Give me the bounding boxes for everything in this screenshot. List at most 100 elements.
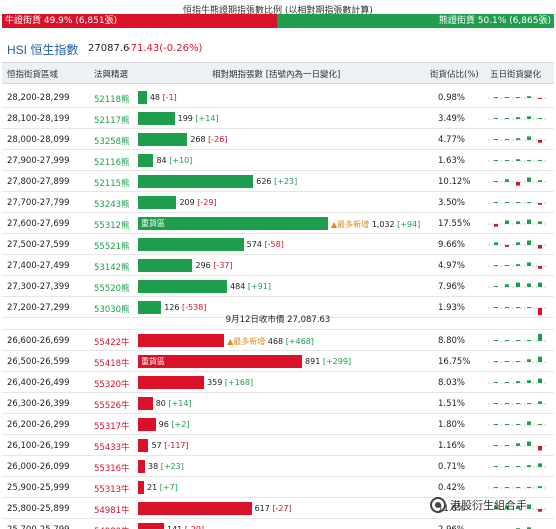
row-warrant-code[interactable]: 55422牛 [94,338,130,348]
sparkline-bar [516,403,520,404]
row-range: 28,000-28,099 [7,135,70,145]
contracts-bar [138,418,156,431]
row-warrant-code[interactable]: 53243熊 [94,200,130,210]
sparkline-bar [505,382,509,383]
sparkline-bar [538,282,542,287]
row-warrant-code[interactable]: 55521熊 [94,242,130,252]
five-day-sparkline [488,116,548,120]
sparkline-bar [505,284,509,287]
contracts-bar [138,502,252,515]
row-warrant-code[interactable]: 52115熊 [94,179,130,189]
row-warrant-code[interactable]: 55526牛 [94,401,130,411]
sparkline-bar [516,487,520,488]
sparkline-bar [538,486,542,488]
contracts-change: [+14] [168,399,192,408]
contracts-change: [-26] [208,135,228,144]
row-warrant-code[interactable]: 55312熊 [94,221,130,231]
sparkline-bar [516,242,520,245]
row-warrant-code[interactable]: 52116熊 [94,158,130,168]
row-warrant-code[interactable]: 54981牛 [94,506,130,516]
sparkline-bar [527,96,531,98]
contracts-count: 21 [147,483,158,492]
contracts-bar [138,523,164,529]
sparkline-bar [538,245,542,249]
contracts-count: 84 [156,156,167,165]
sparkline-bar [494,445,498,446]
sparkline-bar [494,139,498,140]
row-warrant-code[interactable]: 52118熊 [94,95,130,105]
contracts-bar [138,238,244,251]
row-share-pct: 1.93% [438,303,466,313]
row-warrant-code[interactable]: 55320牛 [94,380,130,390]
sparkline-bar [527,177,531,182]
row-warrant-code[interactable]: 53258熊 [94,137,130,147]
sparkline-bar [505,139,509,140]
row-warrant-code[interactable]: 54980牛 [94,525,130,529]
sparkline-bar [505,118,509,119]
sparkline-bar [494,361,498,362]
row-share-pct: 3.50% [438,198,466,208]
row-warrant-code[interactable]: 55433牛 [94,443,130,453]
bull-bear-ratio-bar: 牛證街貨 49.9% (6,851張) 熊證街貨 50.1% (6,865張) [2,14,554,28]
row-share-pct: 1.16% [438,441,466,451]
row-warrant-code[interactable]: 53142熊 [94,263,130,273]
row-range: 26,500-26,599 [7,357,70,367]
contracts-bar [138,280,228,293]
contracts-bar [138,133,188,146]
contracts-bar [138,376,205,389]
table-row: 27,900-27,999 52116熊 84 [+10] 1.63% [2,151,554,171]
sparkline-bar [505,361,509,362]
sparkline-bar [516,340,520,341]
row-warrant-code[interactable]: 53030熊 [94,305,130,315]
contracts-count: 48 [149,93,161,102]
contracts-count: 141 [167,525,182,529]
table-row: 27,800-27,899 52115熊 626 [+23] 10.12% [2,172,554,192]
row-warrant-code[interactable]: 55316牛 [94,464,130,474]
sparkline-bar [516,97,520,98]
five-day-sparkline [488,421,548,426]
row-warrant-code[interactable]: 52117熊 [94,116,130,126]
sparkline-bar [505,505,509,509]
sparkline-bar [494,265,498,266]
five-day-sparkline [488,378,548,384]
sparkline-bar [516,138,520,140]
contracts-bar [138,334,225,347]
sparkline-bar [527,262,531,266]
sparkline-bar [494,424,498,425]
sparkline-bar [538,509,542,512]
table-row: 25,900-25,999 55313牛 21 [+7] 0.42% [2,478,554,498]
sparkline-bar [494,466,498,467]
contracts-count: 1,032 [371,220,395,229]
row-warrant-code[interactable]: 55520熊 [94,284,130,294]
five-day-sparkline [488,219,548,227]
row-warrant-code[interactable]: 55317牛 [94,422,130,432]
contracts-change: [-1] [162,93,177,102]
table-row: 28,200-28,299 52118熊 48 [-1] 0.98% [2,88,554,108]
table-row: 25,700-25,799 54980牛 141 [-29] 2.96% [2,520,554,529]
heavy-zone-label: 重貨區 [141,219,165,228]
sparkline-bar [527,160,531,161]
sparkline-bar [505,220,509,224]
row-range: 26,000-26,099 [7,462,70,472]
contracts-value: 141 [-29] [167,525,204,529]
row-warrant-code[interactable]: 55313牛 [94,485,130,495]
row-warrant-code[interactable]: 55418牛 [94,359,130,369]
sparkline-bar [527,465,531,467]
contracts-value: 57 [-117] [151,441,188,450]
sparkline-bar [516,307,520,308]
table-row: 26,500-26,599 55418牛 重貨區 891 [+299] 16.75% [2,352,554,372]
five-day-sparkline [488,202,548,205]
row-range: 27,600-27,699 [7,219,70,229]
table-row: 27,400-27,499 53142熊 296 [-37] 4.97% [2,256,554,276]
sparkline-bar [505,160,509,161]
contracts-value: 617 [-27] [255,504,292,513]
sparkline-bar [538,446,542,451]
sparkline-bar [494,307,498,308]
contracts-change: [-29] [197,198,217,207]
sparkline-bar [494,403,498,404]
watermark-text: 港股衍生組合手 [450,499,527,512]
row-share-pct: 0.98% [438,93,466,103]
sparkline-bar [538,401,542,404]
five-day-sparkline [488,177,548,186]
row-share-pct: 0.42% [438,483,466,493]
